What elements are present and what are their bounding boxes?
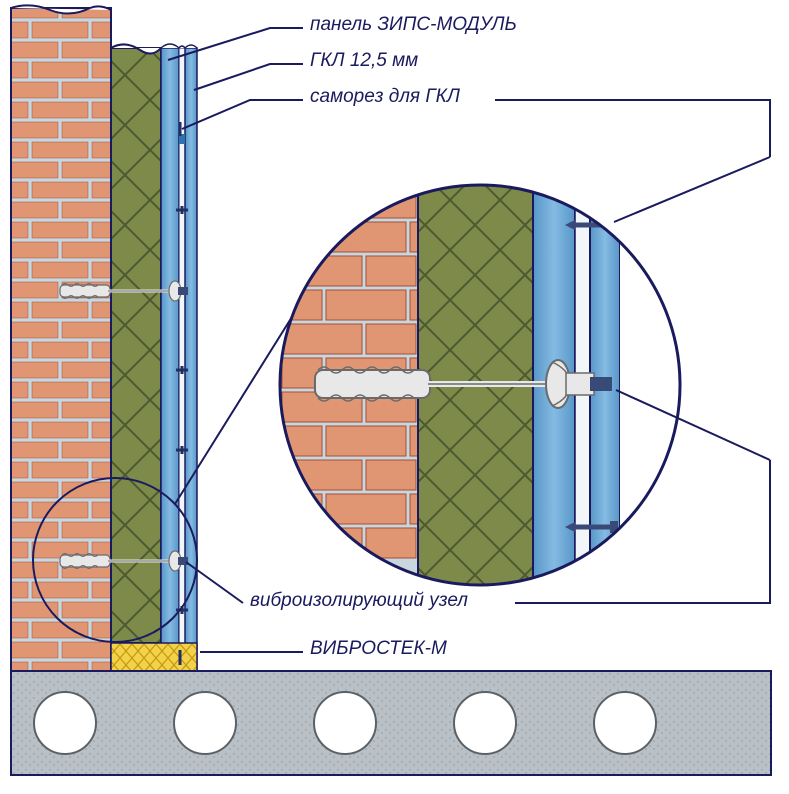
- label-vibrostek: ВИБРОСТЕК-М: [310, 638, 447, 660]
- label-gkl: ГКЛ 12,5 мм: [310, 50, 418, 72]
- label-vibronode: виброизолирующий узел: [250, 590, 468, 612]
- diagram-svg: [0, 0, 789, 794]
- label-panel: панель ЗИПС-МОДУЛЬ: [310, 14, 517, 36]
- floor-slab: [11, 671, 771, 775]
- diagram-canvas: панель ЗИПС-МОДУЛЬ ГКЛ 12,5 мм саморез д…: [0, 0, 789, 794]
- detail-view: [280, 185, 700, 585]
- label-screw: саморез для ГКЛ: [310, 86, 460, 108]
- main-wall-section: [11, 5, 197, 671]
